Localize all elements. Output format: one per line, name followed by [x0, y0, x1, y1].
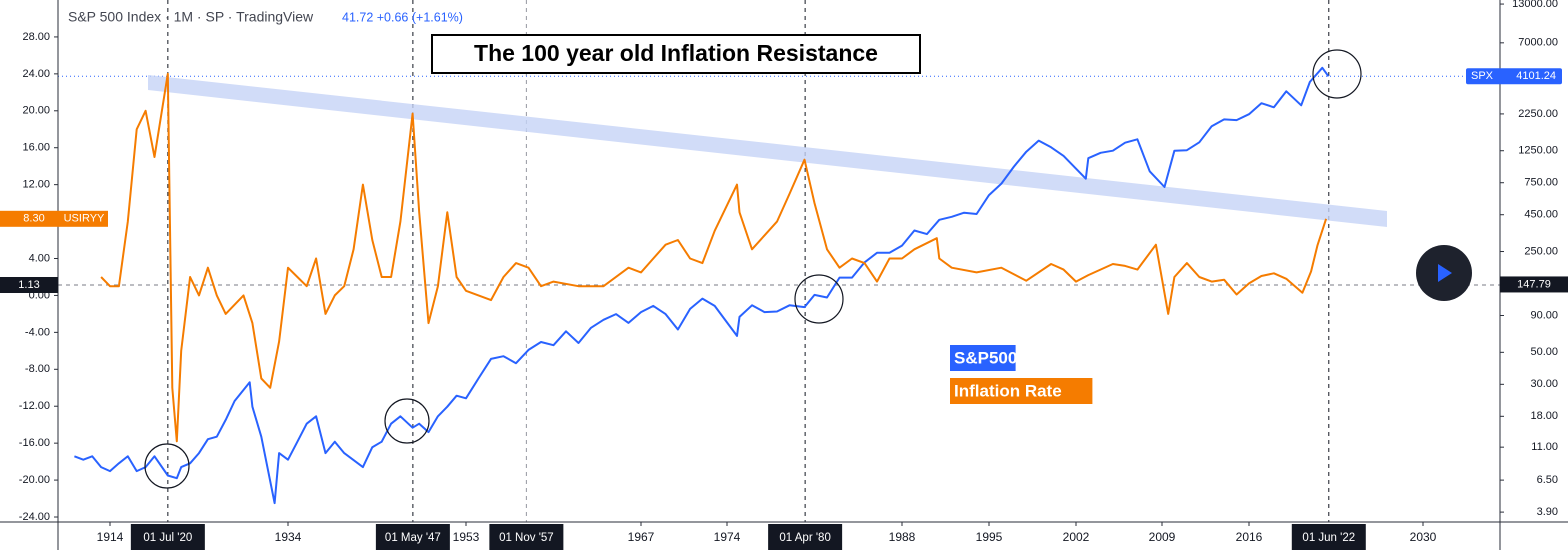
x-tick-label: 1953 [453, 530, 480, 544]
y2-tick-label: 1250.00 [1518, 145, 1558, 157]
y2-tick-label: 6.50 [1537, 474, 1558, 486]
x-tick-label: 1988 [889, 530, 916, 544]
x-tick-label: 1995 [976, 530, 1003, 544]
price-tag-value: 4101.24 [1516, 70, 1556, 82]
x-tick-label: 1934 [275, 530, 302, 544]
circle [144, 443, 190, 489]
series-line [100, 72, 1328, 443]
y-tick-label: -4.00 [25, 326, 50, 338]
y2-tick-label: 13000.00 [1512, 0, 1558, 10]
x-tick-label: 1914 [97, 530, 124, 544]
price-tag [1466, 68, 1562, 85]
x-tick-label: 2002 [1063, 530, 1090, 544]
y2-tick-label: 50.00 [1530, 346, 1558, 358]
y2-tick-label: 250.00 [1524, 245, 1558, 257]
x-tick-label: 2016 [1236, 530, 1263, 544]
price-tag-name: USIRYY [64, 213, 105, 225]
y-tick-label: 4.00 [29, 252, 50, 264]
y2-tick-label: 750.00 [1524, 177, 1558, 189]
date-marker-tag [489, 524, 564, 550]
title-box [431, 34, 921, 74]
series-line [74, 66, 1330, 505]
y2-tick-label: 30.00 [1530, 378, 1558, 390]
date-marker-label: 01 May '47 [385, 532, 441, 544]
x-tick-label: 1974 [714, 530, 741, 544]
x-tick-label: 1967 [628, 530, 655, 544]
y2-tick-label: 90.00 [1530, 309, 1558, 321]
y-tick-label: 12.00 [22, 179, 50, 191]
x-tick-label: 2030 [1410, 530, 1437, 544]
circle [384, 398, 430, 444]
price-tag-name: SPX [1471, 70, 1494, 82]
chart-title: The 100 year old Inflation Resistance [474, 40, 878, 66]
y-tick-label: -12.00 [19, 400, 50, 412]
date-marker-label: 01 Jun '22 [1302, 532, 1355, 544]
y-tick-label: 24.00 [22, 68, 50, 80]
date-marker-label: 01 Nov '57 [499, 532, 554, 544]
date-marker-label: 01 Apr '80 [779, 532, 830, 544]
resistance-band [148, 75, 1387, 227]
legend-quote: 41.72 +0.66 (+1.61%) [342, 10, 463, 24]
x-tick-label: 2009 [1149, 530, 1176, 544]
y2-tick-label: 450.00 [1524, 209, 1558, 221]
price-tag-value: 8.30 [23, 213, 44, 225]
y-tick-label: -24.00 [19, 511, 50, 523]
y2-tick-label: 7000.00 [1518, 37, 1558, 49]
legend-box [950, 378, 1093, 404]
y-tick-label: 28.00 [22, 31, 50, 43]
crosshair-tag-label: 147.79 [1517, 278, 1551, 290]
y2-tick-label: 2250.00 [1518, 108, 1558, 120]
y-tick-label: -16.00 [19, 437, 50, 449]
play-icon[interactable] [1438, 264, 1452, 282]
plot-layer: 1914 1934 1953 1967 1974 1988 1995 2002 2009 2016… [19, 0, 1558, 544]
date-marker-tag [1291, 524, 1366, 550]
price-tag [0, 210, 108, 227]
y-tick-label: 20.00 [22, 105, 50, 117]
highlight-circles [144, 49, 1362, 489]
circle [1312, 49, 1362, 99]
date-marker-tag [768, 524, 843, 550]
series-layer [74, 66, 1330, 505]
play-button[interactable] [1416, 245, 1472, 301]
y2-tick-label: 18.00 [1530, 410, 1558, 422]
crosshair-tag [0, 277, 58, 294]
crosshair-tag [1500, 276, 1568, 293]
y2-tick-label: 11.00 [1531, 441, 1558, 453]
legend-label: Inflation Rate [954, 381, 1062, 400]
date-marker-label: 01 Jul '20 [143, 532, 192, 544]
y-tick-label: -20.00 [19, 474, 50, 486]
overlay-layer: SPX 4101.24 8.30 USIRYY 1.13 147.79 01 Jul '20… [0, 68, 1568, 550]
circle [794, 274, 844, 324]
legend-text: S&P 500 Index · 1M · SP · TradingView [68, 9, 314, 25]
legend-box [950, 345, 1016, 371]
y-tick-label: 16.00 [22, 142, 50, 154]
date-marker-tag [375, 524, 450, 550]
crosshair-tag-label: 1.13 [18, 279, 39, 291]
y-tick-label: -8.00 [25, 363, 50, 375]
y2-tick-label: 3.90 [1537, 506, 1558, 518]
date-marker-tag [130, 524, 205, 550]
legend-label: S&P500 [954, 348, 1017, 367]
